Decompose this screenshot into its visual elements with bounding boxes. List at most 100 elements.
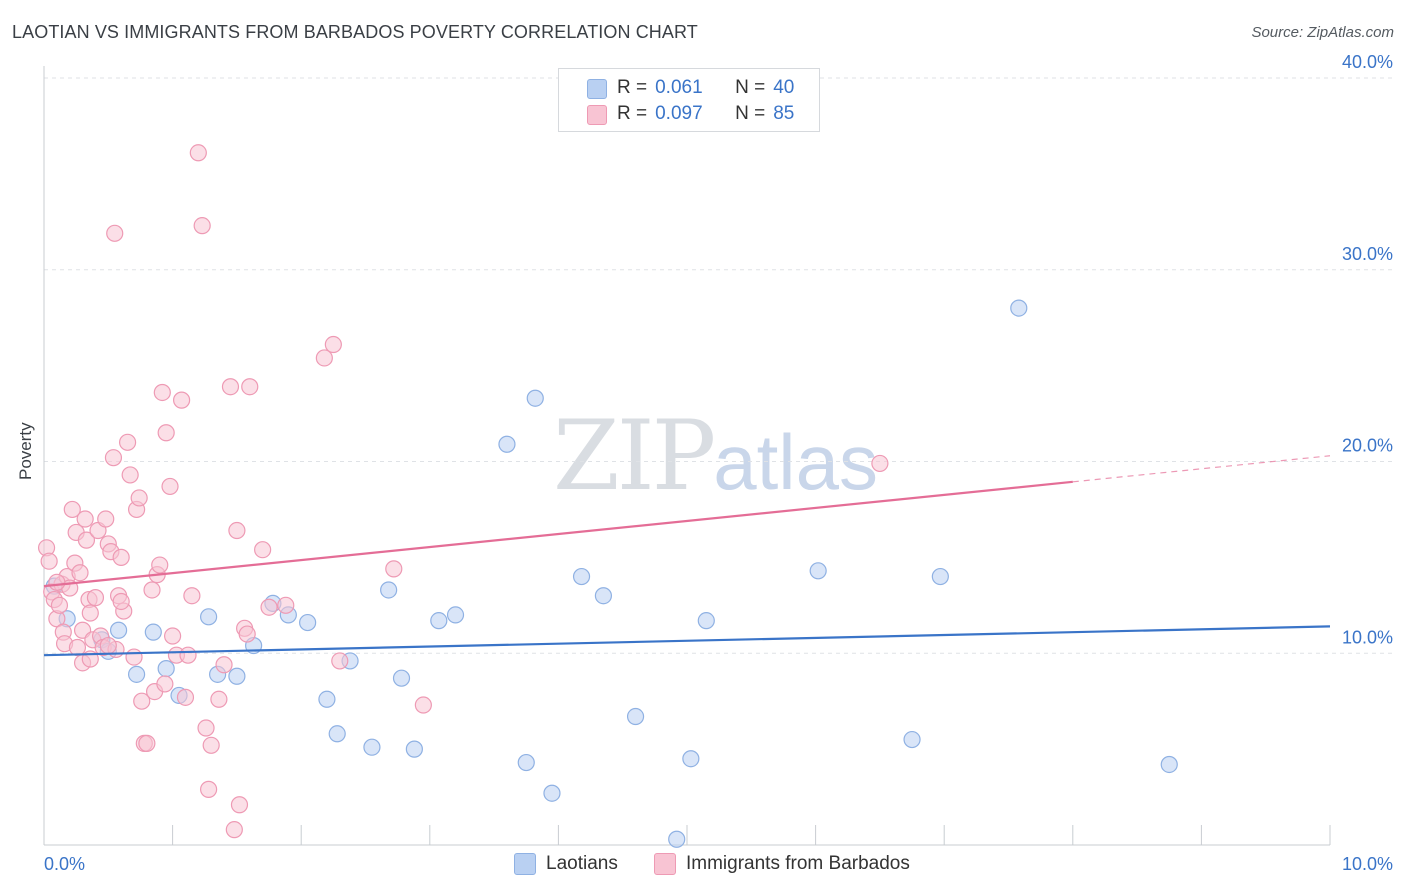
point-barbados — [133, 692, 151, 710]
legend-n-label: N = — [735, 103, 766, 124]
source-label: Source: ZipAtlas.com — [1251, 24, 1394, 41]
point-barbados — [81, 604, 99, 622]
watermark: ZIPatlas — [553, 400, 878, 512]
chart-title: LAOTIAN VS IMMIGRANTS FROM BARBADOS POVE… — [12, 22, 698, 42]
point-barbados — [871, 454, 889, 473]
point-barbados — [161, 477, 179, 496]
point-laotians — [299, 613, 317, 632]
point-barbados — [138, 734, 156, 752]
point-barbados — [260, 598, 278, 616]
legend-n-value: 85 — [773, 103, 795, 124]
point-barbados — [71, 564, 89, 582]
point-barbados — [164, 627, 182, 645]
point-barbados — [104, 449, 123, 467]
point-laotians — [430, 612, 448, 630]
point-laotians — [446, 606, 465, 624]
point-laotians — [144, 623, 162, 641]
point-barbados — [97, 510, 115, 528]
point-laotians — [697, 612, 715, 630]
legend-swatch-barbados — [587, 105, 607, 125]
point-barbados — [99, 636, 117, 655]
point-barbados — [324, 335, 342, 354]
trend-line-extension-barbados — [1072, 455, 1331, 483]
bottom-legend-label-barbados: Immigrants from Barbados — [686, 853, 910, 874]
legend-row-barbados: R = 0.097 N = 85 — [617, 102, 794, 126]
point-laotians — [380, 581, 398, 599]
legend-r-value: 0.061 — [655, 77, 703, 98]
point-barbados — [153, 383, 171, 402]
point-barbados — [230, 796, 249, 814]
point-laotians — [903, 730, 921, 749]
point-barbados — [76, 510, 94, 528]
watermark-zip: ZIP — [553, 400, 716, 512]
point-barbados — [40, 552, 58, 570]
point-barbados — [385, 560, 403, 578]
trend-line-barbados — [43, 480, 1073, 588]
legend-r-label: R = — [617, 77, 648, 98]
point-laotians — [228, 667, 246, 685]
point-barbados — [225, 821, 243, 839]
bottom-legend-swatch-barbados — [654, 853, 676, 875]
point-laotians — [363, 738, 381, 756]
point-laotians — [517, 753, 535, 772]
point-barbados — [50, 596, 69, 614]
legend-r-label: R = — [617, 103, 648, 124]
point-barbados — [112, 592, 130, 611]
point-laotians — [626, 707, 645, 726]
point-barbados — [173, 391, 191, 409]
point-laotians — [682, 750, 700, 768]
point-barbados — [48, 573, 66, 591]
y-tick-label: 10.0% — [1342, 627, 1393, 647]
point-barbados — [238, 625, 256, 643]
point-laotians — [668, 830, 686, 848]
point-barbados — [315, 349, 333, 367]
legend-n-value: 40 — [773, 77, 795, 98]
point-barbados — [77, 531, 96, 549]
trend-line-laotians — [43, 625, 1331, 657]
point-barbados — [130, 489, 148, 507]
legend: R = 0.061 N = 40 R = 0.097 N = 85 — [558, 68, 820, 132]
point-barbados — [151, 556, 169, 574]
legend-r-value: 0.097 — [655, 103, 703, 124]
point-laotians — [498, 435, 516, 453]
point-barbados — [193, 217, 211, 235]
point-barbados — [157, 424, 175, 442]
point-laotians — [809, 562, 827, 580]
point-laotians — [318, 690, 336, 708]
point-laotians — [109, 621, 128, 639]
point-barbados — [121, 466, 139, 484]
point-barbados — [125, 648, 143, 666]
point-laotians — [157, 659, 175, 678]
point-barbados — [414, 696, 432, 714]
point-laotians — [572, 567, 591, 586]
y-tick-label: 20.0% — [1342, 436, 1393, 456]
legend-n-label: N = — [735, 77, 766, 98]
point-barbados — [254, 541, 272, 559]
point-barbados — [106, 224, 124, 242]
point-barbados — [86, 589, 105, 607]
point-barbados — [221, 378, 240, 396]
legend-row-laotians: R = 0.061 N = 40 — [617, 76, 794, 100]
x-tick-label: 10.0% — [1342, 854, 1393, 874]
bottom-legend-swatch-laotians — [514, 853, 536, 875]
legend-swatch-laotians — [587, 79, 607, 99]
point-barbados — [156, 675, 174, 693]
point-laotians — [392, 669, 411, 687]
point-barbados — [202, 736, 220, 754]
point-barbados — [210, 690, 228, 708]
point-barbados — [143, 581, 161, 599]
point-laotians — [931, 567, 949, 586]
bottom-legend-label-laotians: Laotians — [546, 853, 618, 874]
point-laotians — [1160, 755, 1178, 774]
point-barbados — [179, 646, 197, 664]
point-laotians — [328, 725, 346, 743]
point-barbados — [118, 433, 137, 451]
point-laotians — [405, 740, 423, 758]
point-laotians — [543, 784, 561, 802]
y-tick-label: 30.0% — [1342, 244, 1393, 264]
point-barbados — [277, 596, 295, 614]
point-barbados — [176, 688, 195, 706]
point-barbados — [228, 521, 246, 540]
point-laotians — [526, 389, 544, 407]
